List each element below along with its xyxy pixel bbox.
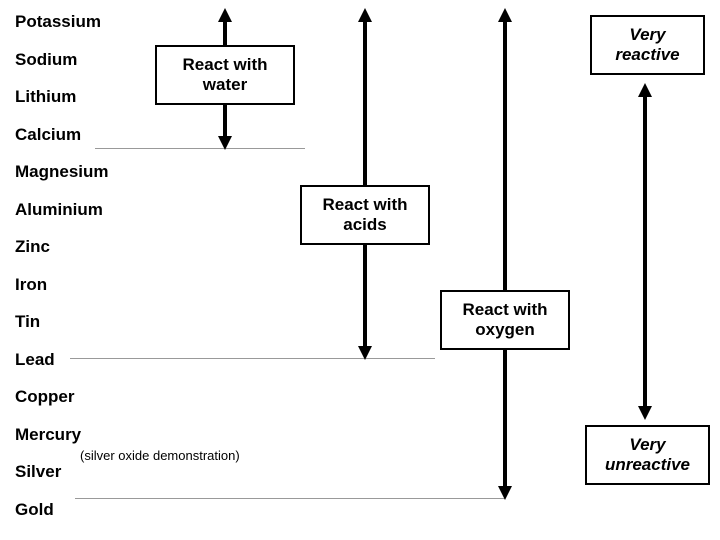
element-sodium: Sodium — [15, 50, 109, 70]
arrow-acids-down-line — [363, 245, 367, 350]
arrow-water-down-line — [223, 105, 227, 140]
box-very-unreactive-line2: unreactive — [605, 455, 690, 475]
arrow-reactivity-line — [643, 95, 647, 410]
element-magnesium: Magnesium — [15, 162, 109, 182]
box-react-acids-line2: acids — [343, 215, 386, 235]
element-mercury: Mercury — [15, 425, 109, 445]
arrow-water-up-line — [223, 20, 227, 45]
box-very-reactive-line2: reactive — [615, 45, 679, 65]
divider-3 — [75, 498, 505, 499]
box-react-acids-line1: React with — [322, 195, 407, 215]
element-gold: Gold — [15, 500, 109, 520]
arrow-oxygen-up-head — [498, 8, 512, 22]
element-zinc: Zinc — [15, 237, 109, 257]
divider-2 — [70, 358, 435, 359]
box-very-reactive: Very reactive — [590, 15, 705, 75]
arrow-oxygen-down-head — [498, 486, 512, 500]
box-react-water: React with water — [155, 45, 295, 105]
element-lead: Lead — [15, 350, 109, 370]
element-potassium: Potassium — [15, 12, 109, 32]
box-very-unreactive: Very unreactive — [585, 425, 710, 485]
arrow-oxygen-down-line — [503, 350, 507, 490]
element-tin: Tin — [15, 312, 109, 332]
element-lithium: Lithium — [15, 87, 109, 107]
element-aluminium: Aluminium — [15, 200, 109, 220]
arrow-reactivity-up-head — [638, 83, 652, 97]
arrow-acids-up-line — [363, 20, 367, 185]
arrow-reactivity-down-head — [638, 406, 652, 420]
element-calcium: Calcium — [15, 125, 109, 145]
silver-note: (silver oxide demonstration) — [80, 448, 240, 463]
box-react-oxygen-line1: React with — [462, 300, 547, 320]
arrow-oxygen-up-line — [503, 20, 507, 290]
arrow-acids-up-head — [358, 8, 372, 22]
element-copper: Copper — [15, 387, 109, 407]
box-react-water-line1: React with — [182, 55, 267, 75]
arrow-water-down-head — [218, 136, 232, 150]
box-react-oxygen: React with oxygen — [440, 290, 570, 350]
box-react-water-line2: water — [203, 75, 247, 95]
element-iron: Iron — [15, 275, 109, 295]
element-silver: Silver — [15, 462, 109, 482]
arrow-water-up-head — [218, 8, 232, 22]
box-react-oxygen-line2: oxygen — [475, 320, 535, 340]
box-react-acids: React with acids — [300, 185, 430, 245]
box-very-unreactive-line1: Very — [629, 435, 665, 455]
arrow-acids-down-head — [358, 346, 372, 360]
box-very-reactive-line1: Very — [629, 25, 665, 45]
divider-1 — [95, 148, 305, 149]
